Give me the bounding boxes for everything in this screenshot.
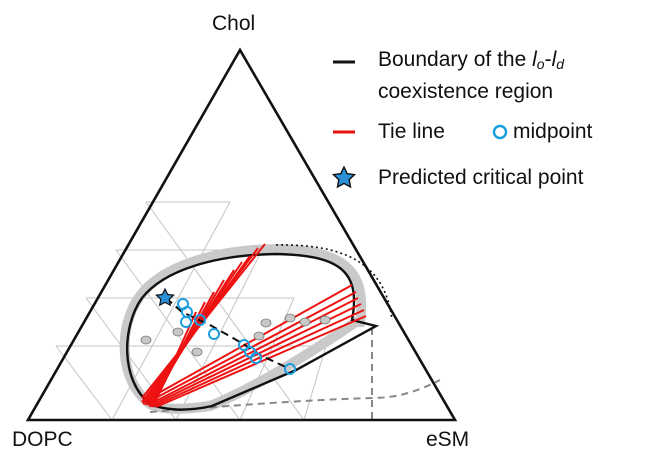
triangle-grid (55, 201, 327, 421)
legend-boundary-label: Boundary of the lo-ld (378, 48, 565, 72)
legend-tie-line-label: Tie line (378, 120, 445, 143)
tie-lines (141, 243, 367, 408)
dashed-phase-lines (149, 328, 441, 420)
vertex-label-top: Chol (212, 12, 256, 35)
legend-midpoint-symbol (492, 124, 508, 140)
legend-critical-point-label: Predicted critical point (378, 166, 584, 189)
legend-star-symbol (331, 165, 357, 189)
midpoint-line (165, 297, 289, 369)
vertex-label-bottom-left: DOPC (12, 428, 73, 451)
lo-ld-boundary (126, 252, 380, 411)
tie-line-endpoints (140, 313, 331, 357)
midpoints (177, 298, 296, 375)
legend-boundary-label-line2: coexistence region (378, 80, 554, 103)
triangle-outline (25, 47, 458, 422)
legend-midpoint-label: midpoint (513, 120, 593, 143)
vertex-label-bottom-right: eSM (426, 428, 470, 451)
critical-point-star (155, 287, 175, 307)
dotted-boundary (275, 244, 393, 321)
